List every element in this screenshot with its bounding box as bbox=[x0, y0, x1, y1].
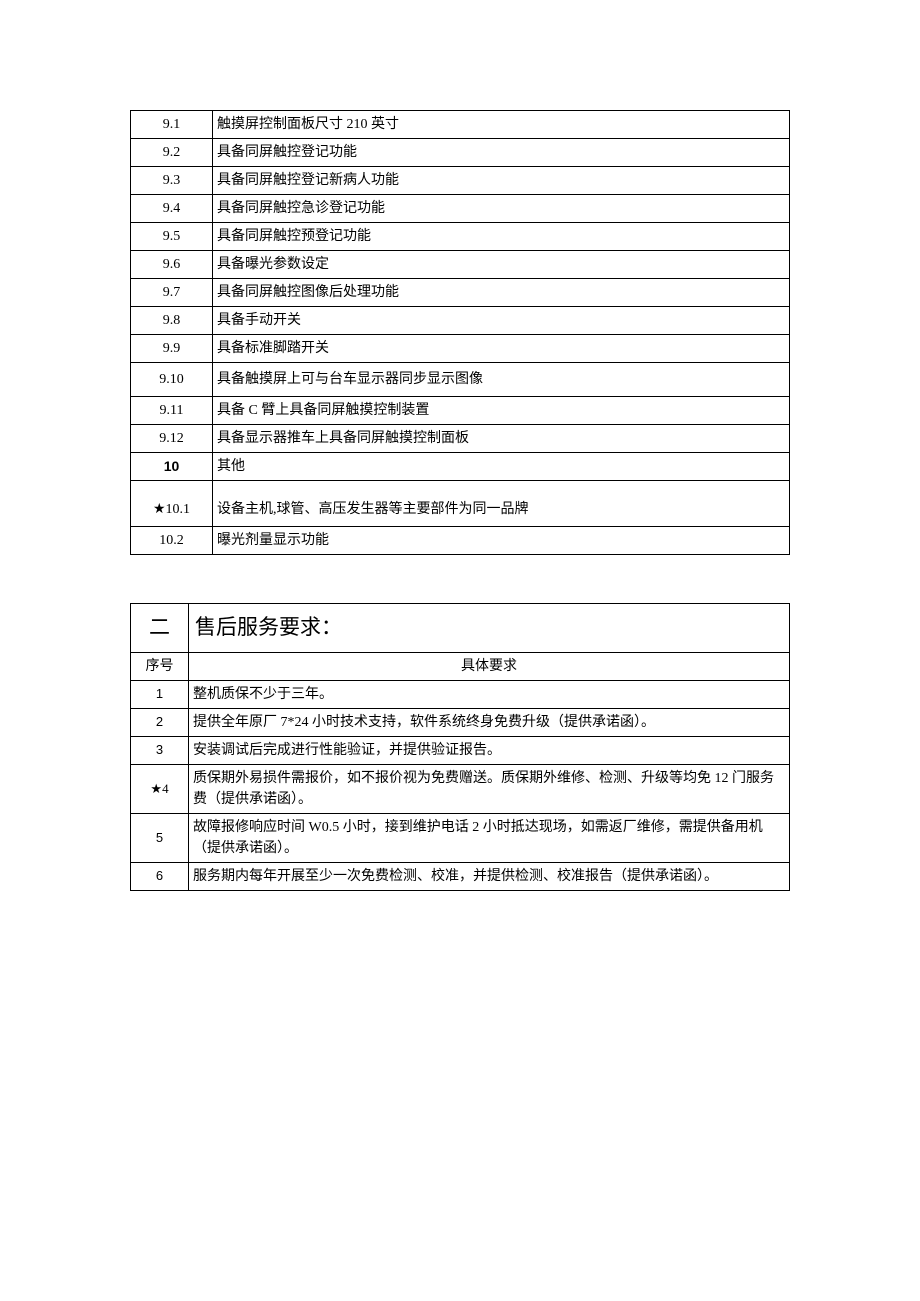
service-row-id: 1 bbox=[131, 680, 189, 708]
spec-row-text: 触摸屏控制面板尺寸 210 英寸 bbox=[213, 111, 790, 139]
specs-table: 9.1触摸屏控制面板尺寸 210 英寸9.2具备同屏触控登记功能9.3具备同屏触… bbox=[130, 110, 790, 555]
table-row: 9.4具备同屏触控急诊登记功能 bbox=[131, 195, 790, 223]
spec-row-id: 9.6 bbox=[131, 251, 213, 279]
table-row: 10其他 bbox=[131, 453, 790, 481]
spec-row-text: 曝光剂量显示功能 bbox=[213, 527, 790, 555]
table-row: ★10.1设备主机,球管、高压发生器等主要部件为同一品牌 bbox=[131, 481, 790, 527]
service-subheader-req: 具体要求 bbox=[189, 652, 790, 680]
table-row: 9.1触摸屏控制面板尺寸 210 英寸 bbox=[131, 111, 790, 139]
spec-row-id: 9.4 bbox=[131, 195, 213, 223]
service-row-text: 质保期外易损件需报价，如不报价视为免费赠送。质保期外维修、检测、升级等均免 12… bbox=[189, 764, 790, 813]
service-row-text: 整机质保不少于三年。 bbox=[189, 680, 790, 708]
table-row: 1整机质保不少于三年。 bbox=[131, 680, 790, 708]
service-table: 二 售后服务要求： 序号 具体要求 1整机质保不少于三年。2提供全年原厂 7*2… bbox=[130, 603, 790, 891]
spec-row-text: 具备标准脚踏开关 bbox=[213, 335, 790, 363]
spec-row-id: 9.5 bbox=[131, 223, 213, 251]
service-row-id: 3 bbox=[131, 736, 189, 764]
spec-row-text: 具备同屏触控登记功能 bbox=[213, 139, 790, 167]
spec-row-id: 9.9 bbox=[131, 335, 213, 363]
specs-table-body: 9.1触摸屏控制面板尺寸 210 英寸9.2具备同屏触控登记功能9.3具备同屏触… bbox=[131, 111, 790, 555]
table-row: ★4质保期外易损件需报价，如不报价视为免费赠送。质保期外维修、检测、升级等均免 … bbox=[131, 764, 790, 813]
spec-row-text: 具备同屏触控急诊登记功能 bbox=[213, 195, 790, 223]
service-row-id: 6 bbox=[131, 862, 189, 890]
table-row: 9.9具备标准脚踏开关 bbox=[131, 335, 790, 363]
service-row-text: 故障报修响应时间 W0.5 小时，接到维护电话 2 小时抵达现场，如需返厂维修，… bbox=[189, 813, 790, 862]
service-row-id: ★4 bbox=[131, 764, 189, 813]
spec-row-text: 具备显示器推车上具备同屏触摸控制面板 bbox=[213, 425, 790, 453]
table-row: 10.2曝光剂量显示功能 bbox=[131, 527, 790, 555]
service-subheader-seq: 序号 bbox=[131, 652, 189, 680]
spec-row-id: 9.10 bbox=[131, 363, 213, 397]
table-row: 9.2具备同屏触控登记功能 bbox=[131, 139, 790, 167]
table-row: 9.11具备 C 臂上具备同屏触摸控制装置 bbox=[131, 397, 790, 425]
table-row: 9.8具备手动开关 bbox=[131, 307, 790, 335]
table-row: 9.3具备同屏触控登记新病人功能 bbox=[131, 167, 790, 195]
page-container: 9.1触摸屏控制面板尺寸 210 英寸9.2具备同屏触控登记功能9.3具备同屏触… bbox=[0, 0, 920, 891]
spec-row-id: 9.1 bbox=[131, 111, 213, 139]
service-row-id: 2 bbox=[131, 708, 189, 736]
table-row: 6服务期内每年开展至少一次免费检测、校准，并提供检测、校准报告（提供承诺函）。 bbox=[131, 862, 790, 890]
spec-row-id: 10 bbox=[131, 453, 213, 481]
table-row: 9.12具备显示器推车上具备同屏触摸控制面板 bbox=[131, 425, 790, 453]
spec-row-text: 具备触摸屏上可与台车显示器同步显示图像 bbox=[213, 363, 790, 397]
spec-row-text: 具备曝光参数设定 bbox=[213, 251, 790, 279]
spec-row-text: 设备主机,球管、高压发生器等主要部件为同一品牌 bbox=[213, 481, 790, 527]
spec-row-id: 9.7 bbox=[131, 279, 213, 307]
table-row: 9.5具备同屏触控预登记功能 bbox=[131, 223, 790, 251]
service-table-body: 二 售后服务要求： 序号 具体要求 bbox=[131, 604, 790, 681]
table-row: 5故障报修响应时间 W0.5 小时，接到维护电话 2 小时抵达现场，如需返厂维修… bbox=[131, 813, 790, 862]
service-row-text: 服务期内每年开展至少一次免费检测、校准，并提供检测、校准报告（提供承诺函）。 bbox=[189, 862, 790, 890]
spec-row-id: 9.11 bbox=[131, 397, 213, 425]
spec-row-id: 9.3 bbox=[131, 167, 213, 195]
service-row-text: 安装调试后完成进行性能验证，并提供验证报告。 bbox=[189, 736, 790, 764]
spec-row-id: 9.12 bbox=[131, 425, 213, 453]
table-row: 9.6具备曝光参数设定 bbox=[131, 251, 790, 279]
spec-row-id: 10.2 bbox=[131, 527, 213, 555]
spec-row-text: 具备 C 臂上具备同屏触摸控制装置 bbox=[213, 397, 790, 425]
spec-row-id: ★10.1 bbox=[131, 481, 213, 527]
spec-row-text: 具备同屏触控登记新病人功能 bbox=[213, 167, 790, 195]
table-row: 3安装调试后完成进行性能验证，并提供验证报告。 bbox=[131, 736, 790, 764]
service-subheader-row: 序号 具体要求 bbox=[131, 652, 790, 680]
table-spacer bbox=[130, 555, 790, 603]
spec-row-text: 具备同屏触控预登记功能 bbox=[213, 223, 790, 251]
service-row-id: 5 bbox=[131, 813, 189, 862]
service-header-row: 二 售后服务要求： bbox=[131, 604, 790, 653]
spec-row-id: 9.2 bbox=[131, 139, 213, 167]
service-header-title: 售后服务要求： bbox=[189, 604, 790, 653]
table-row: 9.7具备同屏触控图像后处理功能 bbox=[131, 279, 790, 307]
spec-row-text: 具备手动开关 bbox=[213, 307, 790, 335]
table-row: 9.10具备触摸屏上可与台车显示器同步显示图像 bbox=[131, 363, 790, 397]
service-header-section: 二 bbox=[131, 604, 189, 653]
service-row-text: 提供全年原厂 7*24 小时技术支持，软件系统终身免费升级（提供承诺函）。 bbox=[189, 708, 790, 736]
service-rows-body: 1整机质保不少于三年。2提供全年原厂 7*24 小时技术支持，软件系统终身免费升… bbox=[131, 680, 790, 890]
spec-row-id: 9.8 bbox=[131, 307, 213, 335]
spec-row-text: 其他 bbox=[213, 453, 790, 481]
table-row: 2提供全年原厂 7*24 小时技术支持，软件系统终身免费升级（提供承诺函）。 bbox=[131, 708, 790, 736]
spec-row-text: 具备同屏触控图像后处理功能 bbox=[213, 279, 790, 307]
